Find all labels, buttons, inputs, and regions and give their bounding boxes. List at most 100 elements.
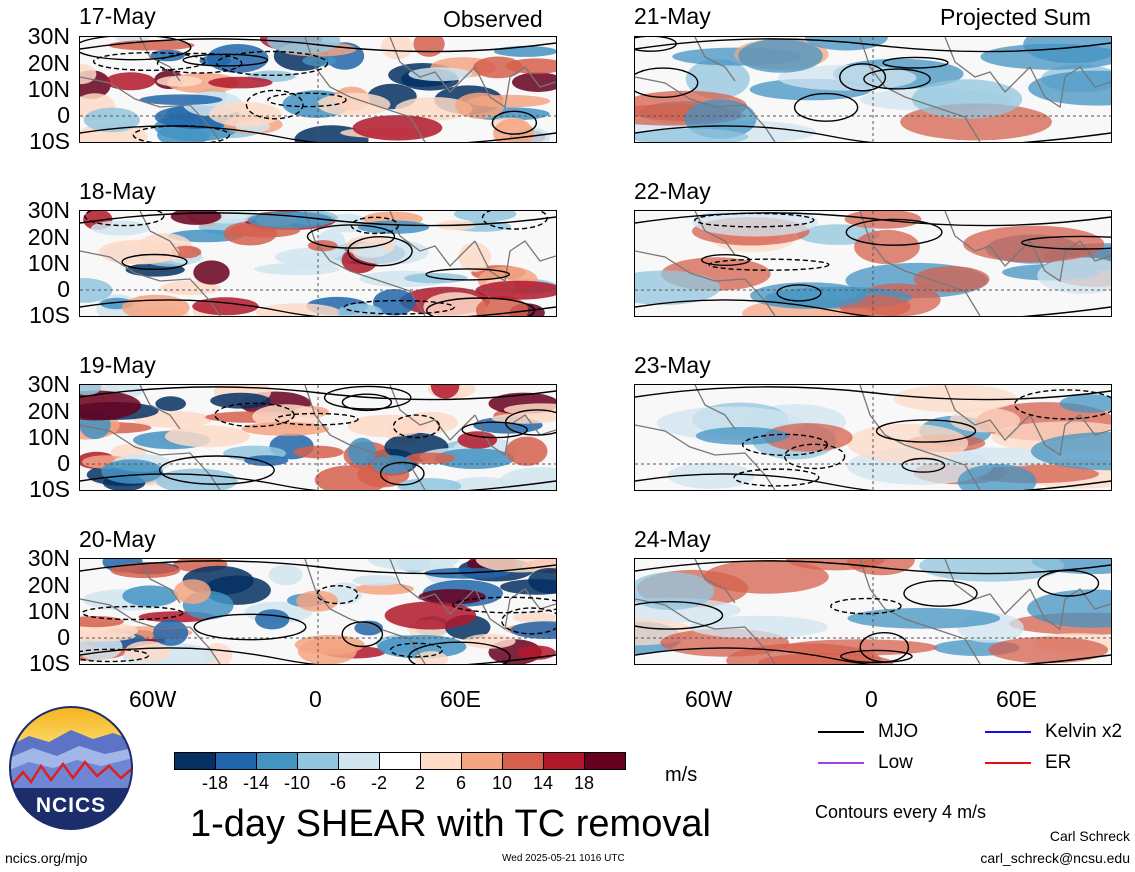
shear-map (635, 37, 1111, 142)
shear-blob (635, 270, 721, 305)
shear-blob (139, 94, 223, 105)
shear-blob (919, 559, 1064, 582)
map-panel-18-may (79, 210, 557, 317)
projected-label: Projected Sum (940, 4, 1091, 30)
shear-blob (738, 39, 823, 73)
mjo-contour (379, 461, 425, 486)
shear-blob (667, 462, 755, 489)
shear-map (80, 559, 556, 664)
shear-blob (405, 452, 456, 465)
mjo-contour (830, 597, 902, 615)
colorbar-tick-label: 18 (573, 773, 595, 793)
colorbar-tick-label: -2 (370, 773, 387, 793)
colorbar-swatch (420, 752, 462, 770)
ytick-label: 10S (29, 302, 70, 328)
map-panel-21-may (634, 36, 1112, 143)
mjo-contour (635, 67, 699, 98)
mjo-contour (341, 621, 384, 648)
shear-blob (408, 67, 473, 82)
shear-blob (988, 636, 1109, 664)
shear-blob (80, 390, 142, 421)
shear-blob (491, 413, 556, 424)
coastline (944, 211, 1031, 267)
shear-blob (124, 641, 171, 662)
shear-blob (80, 616, 124, 628)
author-email[interactable]: carl_schreck@ncsu.edu (980, 850, 1130, 866)
shear-blob (475, 559, 556, 573)
shear-blob (854, 229, 920, 265)
coastline (944, 37, 1031, 93)
ytick-label: 0 (57, 450, 70, 476)
mjo-contour (132, 125, 231, 142)
shear-blob (170, 211, 222, 225)
coastline (859, 37, 981, 142)
mjo-contour (1021, 235, 1111, 250)
shear-blob (418, 589, 486, 605)
shear-blob (457, 431, 498, 449)
mjo-contour (80, 125, 556, 142)
mjo-contour (80, 648, 150, 663)
shear-blob (500, 579, 556, 595)
coastline (944, 385, 1031, 441)
shear-blob (80, 631, 136, 642)
ytick-label: 30N (27, 371, 70, 397)
colorbar-swatch (338, 752, 380, 770)
shear-blob (685, 59, 750, 99)
shear-blob (493, 45, 556, 57)
ytick-label: 10S (29, 476, 70, 502)
mjo-contour (840, 649, 913, 664)
ytick-label: 30N (27, 545, 70, 571)
ytick-label: 20N (27, 50, 70, 76)
panel-date-4: 20-May (79, 526, 156, 552)
shear-blob (352, 115, 443, 141)
shear-blob (98, 239, 180, 265)
shear-blob (402, 411, 458, 434)
shear-blob (101, 459, 163, 484)
shear-blob (347, 437, 377, 466)
shear-blob (1037, 257, 1111, 294)
colorbar-tick-label: 10 (491, 773, 513, 793)
shear-blob (430, 385, 460, 399)
ytick-label: 20N (27, 224, 70, 250)
mjo-contour (776, 284, 822, 302)
colorbar-tick-label: -10 (283, 773, 310, 793)
map-panel-24-may (634, 558, 1112, 665)
mjo-legend-label: MJO (878, 721, 919, 742)
map-panel-23-may (634, 384, 1112, 491)
shear-blob (913, 266, 990, 293)
ytick-label: 10S (29, 650, 70, 676)
low-legend-label: Low (878, 752, 913, 773)
mjo-contour (216, 50, 329, 76)
xtick-label-0-left: 0 (309, 686, 322, 712)
colorbar-tick-label: 6 (455, 773, 466, 793)
logo-text: NCICS (35, 794, 107, 817)
shear-map (80, 37, 556, 142)
coastline (139, 559, 181, 604)
contour-interval-note: Contours every 4 m/s (815, 802, 987, 822)
mjo-contour (452, 596, 556, 614)
shear-blob (911, 79, 1023, 119)
shear-blob (302, 54, 337, 67)
mjo-contour (267, 92, 347, 108)
mjo-contour (793, 92, 859, 122)
source-link[interactable]: ncics.org/mjo (5, 850, 88, 866)
xtick-label-60w-left: 60W (129, 686, 177, 712)
shear-blob (980, 43, 1111, 70)
shear-blob (458, 242, 492, 272)
coastline (694, 385, 736, 430)
shear-blob (695, 427, 789, 445)
coastline (139, 37, 181, 82)
mjo-contour (694, 212, 815, 228)
timestamp: Wed 2025-05-21 1016 UTC (502, 853, 625, 864)
map-panel-20-may (79, 558, 557, 665)
shear-blob (475, 280, 556, 300)
colorbar-swatch (461, 752, 503, 770)
shear-blob (193, 260, 230, 285)
xtick-label-60e-left: 60E (440, 686, 481, 712)
mjo-contour (193, 613, 307, 641)
colorbar-tick-label: 2 (414, 773, 425, 793)
mjo-contour (635, 647, 1111, 664)
mjo-contour (635, 299, 1111, 316)
observed-label: Observed (443, 6, 543, 32)
